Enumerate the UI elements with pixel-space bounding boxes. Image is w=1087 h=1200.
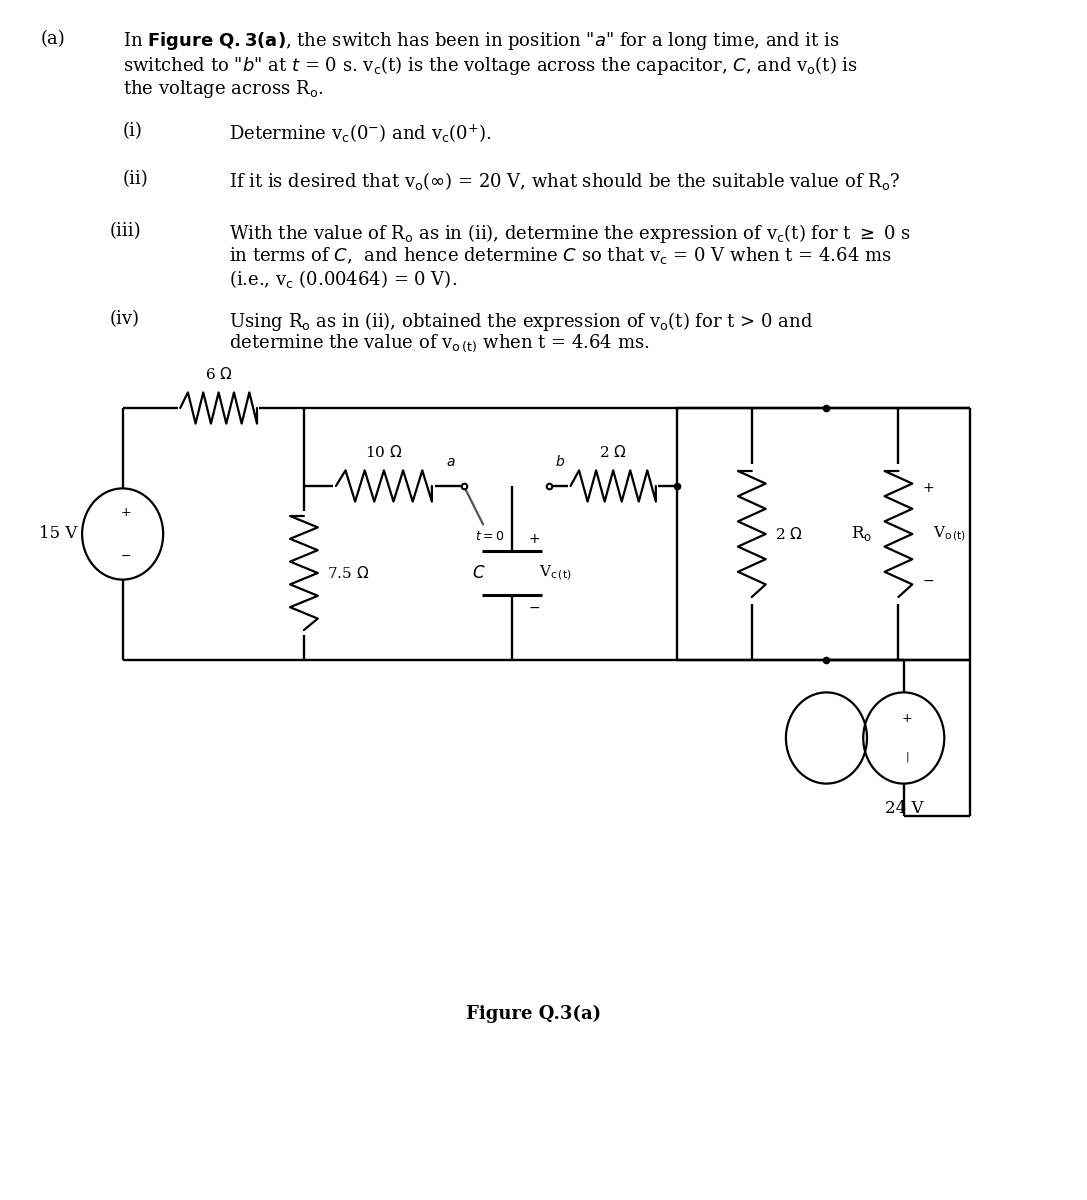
Text: $-$: $-$ bbox=[121, 550, 132, 562]
Text: $+$: $+$ bbox=[922, 481, 934, 496]
Text: $+$: $+$ bbox=[121, 506, 132, 518]
Text: 7.5 $\Omega$: 7.5 $\Omega$ bbox=[327, 565, 370, 581]
Text: 6 $\Omega$: 6 $\Omega$ bbox=[204, 366, 233, 382]
Text: 2 $\Omega$: 2 $\Omega$ bbox=[599, 444, 627, 460]
Text: (ii): (ii) bbox=[123, 170, 149, 188]
Text: (i): (i) bbox=[123, 122, 142, 140]
Text: (iv): (iv) bbox=[110, 310, 140, 328]
Text: the voltage across R$_\mathrm{o}$.: the voltage across R$_\mathrm{o}$. bbox=[123, 78, 323, 100]
Text: (i.e., v$_\mathrm{c}$ (0.00464) = 0 V).: (i.e., v$_\mathrm{c}$ (0.00464) = 0 V). bbox=[229, 268, 458, 289]
Text: If it is desired that v$_\mathrm{o}$($\infty$) = 20 V, what should be the suitab: If it is desired that v$_\mathrm{o}$($\i… bbox=[229, 170, 900, 192]
Text: determine the value of v$_\mathrm{o\,(t)}$ when t = 4.64 ms.: determine the value of v$_\mathrm{o\,(t)… bbox=[229, 332, 650, 354]
Text: $-$: $-$ bbox=[922, 572, 934, 587]
Text: $+$: $+$ bbox=[528, 533, 540, 546]
Text: V$_{\mathrm{o\,(t)}}$: V$_{\mathrm{o\,(t)}}$ bbox=[933, 524, 965, 544]
Text: $b$: $b$ bbox=[554, 454, 564, 469]
Text: in terms of $C$,  and hence determine $C$ so that v$_\mathrm{c}$ = 0 V when t = : in terms of $C$, and hence determine $C$… bbox=[229, 245, 891, 265]
Text: Figure Q.3(a): Figure Q.3(a) bbox=[465, 1004, 601, 1024]
Text: $C$: $C$ bbox=[472, 564, 485, 582]
Text: In $\mathbf{Figure\ Q.3(a)}$, the switch has been in position "$a$" for a long t: In $\mathbf{Figure\ Q.3(a)}$, the switch… bbox=[123, 30, 839, 52]
Text: Using R$_\mathrm{o}$ as in (ii), obtained the expression of v$_\mathrm{o}$(t) fo: Using R$_\mathrm{o}$ as in (ii), obtaine… bbox=[229, 310, 813, 332]
Text: With the value of R$_\mathrm{o}$ as in (ii), determine the expression of v$_\mat: With the value of R$_\mathrm{o}$ as in (… bbox=[229, 222, 911, 245]
Text: (iii): (iii) bbox=[110, 222, 141, 240]
Text: $+$: $+$ bbox=[901, 713, 913, 725]
Text: 10 $\Omega$: 10 $\Omega$ bbox=[365, 444, 402, 460]
Text: $t=0$: $t=0$ bbox=[475, 530, 504, 544]
Text: switched to "$b$" at $t$ = 0 s. v$_\mathrm{c}$(t) is the voltage across the capa: switched to "$b$" at $t$ = 0 s. v$_\math… bbox=[123, 54, 858, 77]
Text: 15 V: 15 V bbox=[39, 526, 78, 542]
Text: Determine v$_\mathrm{c}$(0$^{-}$) and v$_\mathrm{c}$(0$^{+}$).: Determine v$_\mathrm{c}$(0$^{-}$) and v$… bbox=[229, 122, 492, 144]
Text: 24 V: 24 V bbox=[885, 800, 923, 817]
Text: 2 $\Omega$: 2 $\Omega$ bbox=[775, 526, 803, 542]
Text: R$_\mathrm{o}$: R$_\mathrm{o}$ bbox=[851, 524, 872, 544]
Text: (a): (a) bbox=[40, 30, 65, 48]
Text: $-$: $-$ bbox=[528, 600, 540, 613]
Text: V$_{\mathrm{c\,(t)}}$: V$_{\mathrm{c\,(t)}}$ bbox=[538, 564, 571, 582]
Text: $a$: $a$ bbox=[446, 455, 455, 469]
Text: $|$: $|$ bbox=[904, 750, 909, 764]
